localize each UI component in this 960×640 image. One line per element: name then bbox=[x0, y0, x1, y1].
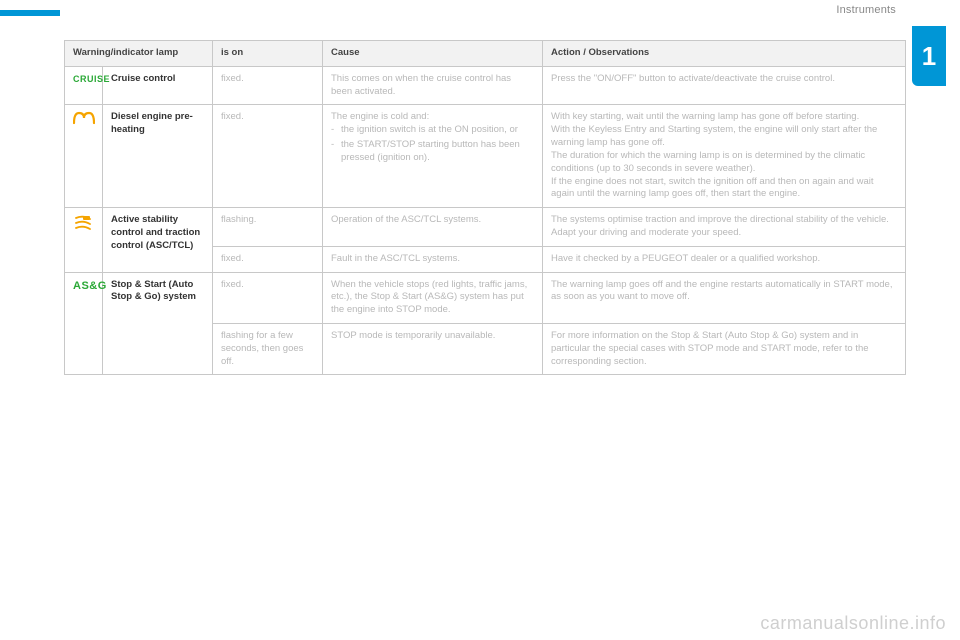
lamp-icon-cell bbox=[65, 105, 103, 208]
action-cell: For more information on the Stop & Start… bbox=[543, 324, 906, 375]
warning-lamp-table: Warning/indicator lamp is on Cause Actio… bbox=[64, 40, 906, 375]
ison-cell: fixed. bbox=[213, 66, 323, 105]
action-cell: The systems optimise traction and improv… bbox=[543, 208, 906, 247]
col-header-action: Action / Observations bbox=[543, 41, 906, 67]
lamp-name: Active stability control and traction co… bbox=[103, 208, 213, 272]
lamp-name: Stop & Start (Auto Stop & Go) system bbox=[103, 272, 213, 375]
col-header-cause: Cause bbox=[323, 41, 543, 67]
cruise-icon: CRUISE bbox=[73, 74, 110, 84]
action-cell: With key starting, wait until the warnin… bbox=[543, 105, 906, 208]
lamp-name: Cruise control bbox=[103, 66, 213, 105]
table-row: AS&G Stop & Start (Auto Stop & Go) syste… bbox=[65, 272, 906, 323]
cause-item: the START/STOP starting button has been … bbox=[331, 139, 534, 165]
col-header-ison: is on bbox=[213, 41, 323, 67]
cause-list: the ignition switch is at the ON positio… bbox=[331, 124, 534, 164]
chapter-tab: 1 bbox=[912, 26, 946, 86]
action-cell: Press the "ON/OFF" button to activate/de… bbox=[543, 66, 906, 105]
cause-cell: This comes on when the cruise control ha… bbox=[323, 66, 543, 105]
table-row: CRUISE Cruise control fixed. This comes … bbox=[65, 66, 906, 105]
cause-cell: STOP mode is temporarily unavailable. bbox=[323, 324, 543, 375]
ison-cell: fixed. bbox=[213, 272, 323, 323]
lamp-icon-cell bbox=[65, 208, 103, 272]
cause-cell: The engine is cold and: the ignition swi… bbox=[323, 105, 543, 208]
ison-cell: flashing for a few seconds, then goes of… bbox=[213, 324, 323, 375]
page: Instruments 1 Warning/indicator lamp is … bbox=[0, 0, 960, 640]
watermark: carmanualsonline.info bbox=[760, 613, 946, 634]
ison-cell: fixed. bbox=[213, 246, 323, 272]
lamp-icon-cell: CRUISE bbox=[65, 66, 103, 105]
chapter-number: 1 bbox=[922, 41, 936, 72]
table-row: Diesel engine pre-heating fixed. The eng… bbox=[65, 105, 906, 208]
cause-cell: When the vehicle stops (red lights, traf… bbox=[323, 272, 543, 323]
preheat-coil-icon bbox=[73, 112, 95, 129]
section-label: Instruments bbox=[836, 4, 896, 16]
cause-cell: Fault in the ASC/TCL systems. bbox=[323, 246, 543, 272]
lamp-icon-cell: AS&G bbox=[65, 272, 103, 375]
cause-item: the ignition switch is at the ON positio… bbox=[331, 124, 534, 137]
ison-cell: flashing. bbox=[213, 208, 323, 247]
table-header-row: Warning/indicator lamp is on Cause Actio… bbox=[65, 41, 906, 67]
lamp-name: Diesel engine pre-heating bbox=[103, 105, 213, 208]
col-header-lamp: Warning/indicator lamp bbox=[65, 41, 213, 67]
table-row: Active stability control and traction co… bbox=[65, 208, 906, 247]
cause-cell: Operation of the ASC/TCL systems. bbox=[323, 208, 543, 247]
action-cell: Have it checked by a PEUGEOT dealer or a… bbox=[543, 246, 906, 272]
cause-intro: The engine is cold and: bbox=[331, 111, 534, 124]
ison-cell: fixed. bbox=[213, 105, 323, 208]
asc-skid-icon bbox=[73, 221, 93, 238]
action-cell: The warning lamp goes off and the engine… bbox=[543, 272, 906, 323]
accent-bar bbox=[0, 10, 60, 16]
asg-icon: AS&G bbox=[73, 280, 107, 292]
